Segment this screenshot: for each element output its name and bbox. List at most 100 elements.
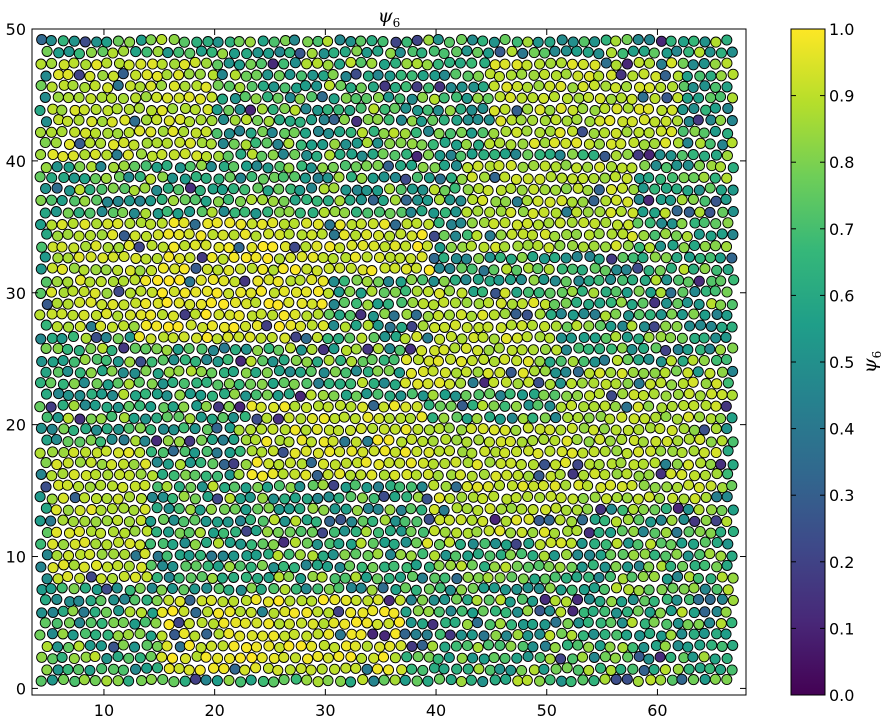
particle-point — [273, 70, 285, 82]
particle-point — [583, 275, 595, 287]
particle-point — [163, 115, 175, 127]
particle-point — [123, 400, 135, 412]
particle-point — [62, 663, 74, 676]
particle-point — [472, 70, 484, 82]
particle-point — [722, 445, 734, 457]
particle-point — [621, 286, 633, 299]
particle-point — [79, 627, 92, 640]
particle-point — [539, 115, 551, 127]
particle-point — [266, 127, 278, 139]
particle-point — [356, 652, 368, 664]
particle-point — [124, 537, 136, 550]
particle-point — [571, 390, 584, 402]
particle-point — [311, 559, 323, 571]
particle-point — [715, 526, 727, 538]
particle-point — [567, 309, 579, 321]
particle-point — [90, 240, 102, 252]
particle-point — [46, 332, 58, 344]
particle-point — [189, 539, 201, 551]
particle-point — [357, 674, 369, 686]
particle-point — [112, 514, 124, 526]
particle-point — [235, 286, 247, 298]
particle-point — [521, 331, 533, 343]
particle-point — [212, 607, 225, 619]
particle-point — [677, 57, 689, 69]
particle-point — [627, 642, 639, 654]
particle-point — [283, 296, 295, 308]
particle-point — [329, 573, 341, 585]
particle-point — [726, 137, 738, 149]
particle-point — [643, 653, 655, 665]
particle-point — [610, 150, 622, 162]
particle-point — [56, 582, 68, 594]
particle-point — [128, 321, 140, 333]
particle-point — [89, 650, 101, 663]
particle-point — [512, 629, 524, 641]
particle-point — [324, 515, 336, 527]
particle-point — [466, 148, 478, 160]
particle-point — [180, 469, 192, 481]
particle-point — [423, 34, 435, 46]
particle-point — [655, 514, 667, 526]
particle-point — [560, 297, 572, 309]
particle-point — [107, 526, 120, 538]
particle-point — [384, 70, 396, 82]
particle-point — [439, 593, 451, 606]
particle-point — [615, 69, 627, 81]
particle-point — [538, 253, 551, 265]
particle-point — [151, 595, 163, 607]
particle-point — [727, 504, 739, 516]
particle-point — [178, 422, 190, 434]
particle-point — [263, 572, 275, 584]
particle-point — [95, 640, 107, 652]
particle-point — [588, 377, 600, 389]
particle-point — [666, 379, 678, 391]
particle-point — [678, 399, 690, 412]
particle-point — [301, 537, 313, 549]
particle-point — [683, 479, 695, 491]
particle-point — [239, 320, 252, 332]
particle-point — [412, 651, 424, 663]
particle-point — [228, 138, 240, 150]
particle-point — [146, 105, 158, 117]
particle-point — [379, 536, 391, 548]
particle-point — [328, 182, 340, 194]
particle-point — [665, 150, 677, 162]
particle-point — [113, 285, 125, 298]
particle-point — [432, 58, 444, 70]
particle-point — [45, 515, 57, 527]
particle-point — [714, 252, 726, 264]
particle-point — [626, 230, 638, 243]
y-tick-label: 0 — [16, 679, 26, 698]
particle-point — [344, 560, 356, 572]
particle-point — [422, 332, 434, 344]
particle-point — [224, 536, 236, 548]
particle-point — [112, 650, 124, 663]
particle-point — [455, 514, 467, 526]
particle-point — [456, 652, 468, 664]
particle-point — [163, 251, 175, 263]
particle-point — [577, 492, 589, 505]
particle-point — [217, 412, 229, 424]
particle-point — [598, 354, 611, 366]
particle-point — [318, 114, 330, 126]
particle-point — [400, 536, 412, 548]
particle-point — [46, 628, 59, 640]
particle-point — [705, 436, 717, 448]
particle-point — [211, 127, 223, 140]
particle-point — [482, 184, 494, 197]
particle-point — [599, 400, 611, 412]
particle-point — [473, 253, 485, 265]
particle-point — [589, 104, 601, 117]
particle-point — [689, 493, 701, 505]
particle-point — [327, 161, 339, 173]
particle-point — [222, 150, 234, 162]
particle-point — [217, 229, 229, 241]
particle-point — [649, 549, 661, 561]
particle-point — [543, 242, 555, 254]
particle-point — [201, 331, 213, 344]
particle-point — [539, 320, 551, 333]
particle-point — [681, 70, 693, 82]
particle-point — [367, 605, 379, 617]
particle-point — [539, 137, 551, 149]
